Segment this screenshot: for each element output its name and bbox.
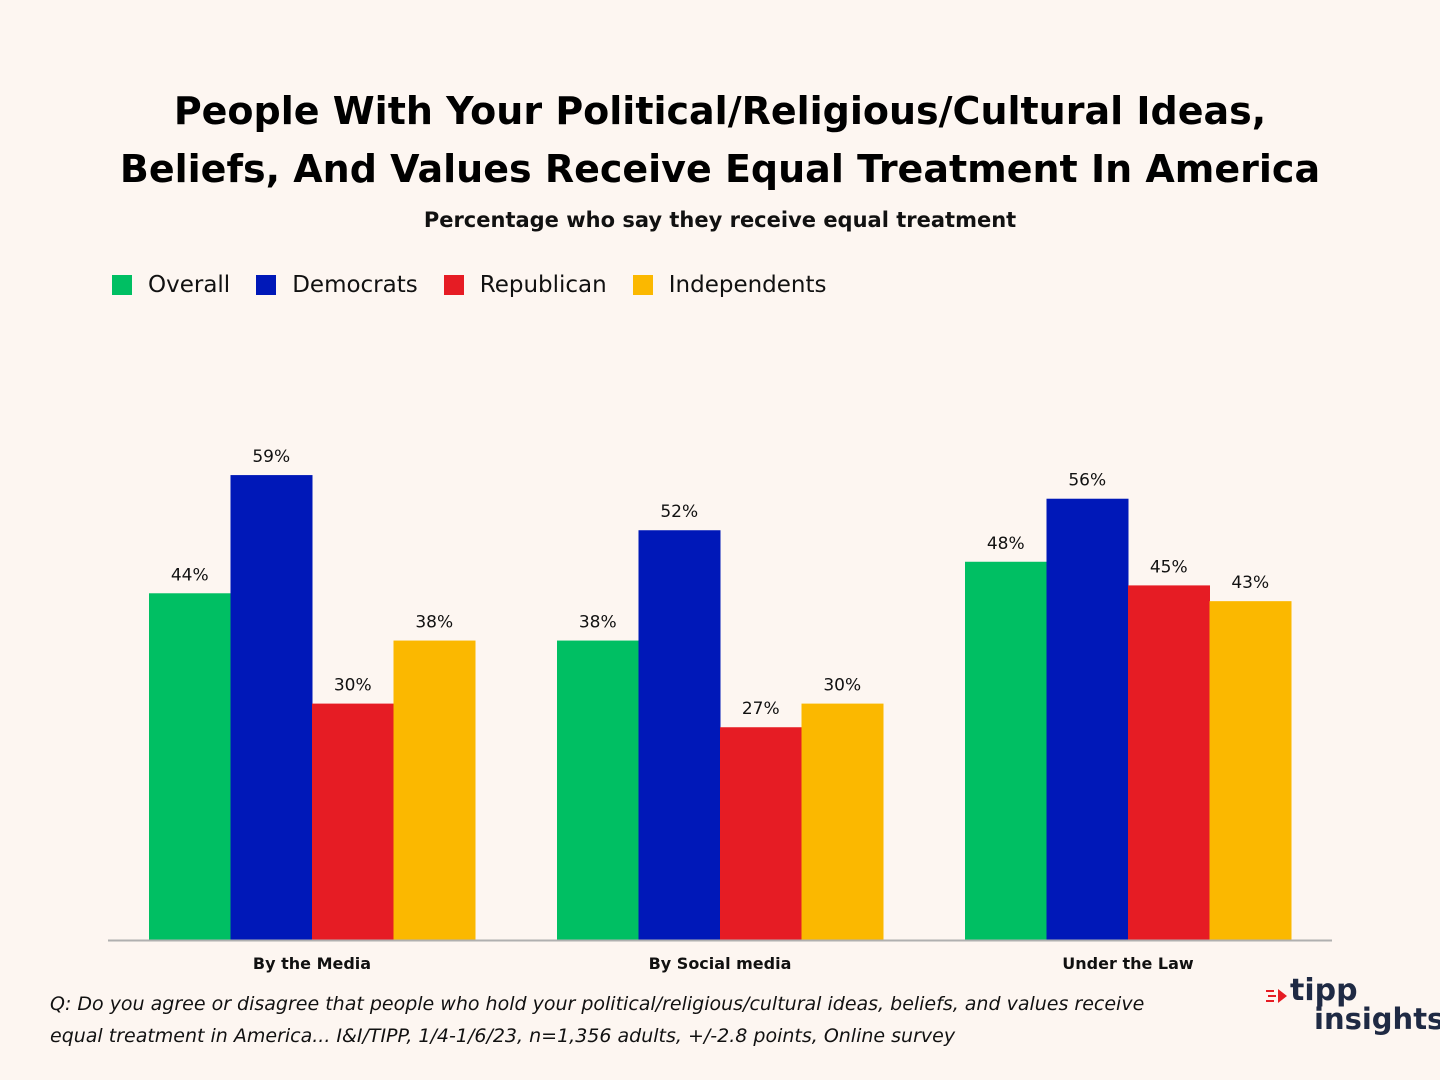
legend-label-overall: Overall [148,272,231,298]
footnote-line-2: equal treatment in America... I&I/TIPP, … [50,1025,956,1047]
data-label-by-the-media-democrats: 59% [252,447,290,467]
data-label-by-social-media-democrats: 52% [660,502,698,522]
category-label-by-the-media: By the Media [253,954,371,973]
logo-text-bottom: insights [1314,1002,1440,1036]
footnote-line-1: Q: Do you agree or disagree that people … [50,993,1145,1015]
bar-under-the-law-overall [965,561,1047,940]
data-label-under-the-law-overall: 48% [987,534,1025,554]
legend-label-independents: Independents [668,272,827,298]
legend-swatch-independents [632,275,653,295]
bar-by-social-media-independents [801,703,884,940]
chart-title-line-1: People With Your Political/Religious/Cul… [173,89,1267,133]
tipp-insights-logo: tipp insights [1266,974,1440,1040]
bar-by-the-media-democrats [230,475,313,940]
legend-swatch-overall [112,275,132,295]
bar-under-the-law-republican [1128,585,1210,940]
legend-item-republican: Republican [443,272,607,298]
legend-item-independents: Independents [632,272,827,298]
data-label-by-social-media-independents: 30% [823,676,861,696]
data-label-under-the-law-independents: 43% [1231,573,1269,593]
category-label-by-social-media: By Social media [649,954,792,973]
chart-title: People With Your Political/Religious/Cul… [0,82,1440,198]
bar-by-the-media-republican [312,703,394,940]
legend-item-overall: Overall [112,272,230,298]
chart-subtitle: Percentage who say they receive equal tr… [423,208,1017,232]
logo-arrow-icon [1266,989,1287,1003]
category-label-under-the-law: Under the Law [1062,954,1194,973]
data-label-under-the-law-republican: 45% [1150,557,1188,577]
legend-swatch-republican [443,275,464,295]
bar-by-social-media-overall [557,640,639,940]
data-label-by-the-media-republican: 30% [334,676,372,696]
logo-text-top: tipp [1290,973,1358,1008]
footnote: Q: Do you agree or disagree that people … [50,988,1200,1052]
data-label-by-social-media-republican: 27% [742,699,780,719]
bar-under-the-law-independents [1209,601,1292,940]
chart-title-line-2: Beliefs, And Values Receive Equal Treatm… [119,147,1321,191]
bar-by-the-media-independents [393,640,476,940]
legend-label-republican: Republican [479,272,607,298]
data-label-by-the-media-independents: 38% [415,613,453,633]
data-label-under-the-law-democrats: 56% [1068,471,1106,491]
data-label-by-the-media-overall: 44% [171,565,209,585]
bar-under-the-law-democrats [1046,498,1129,940]
data-label-by-social-media-overall: 38% [579,613,617,633]
bar-by-the-media-overall [149,593,231,940]
legend-item-democrats: Democrats [256,272,418,298]
legend: Overall Democrats Republican Independent… [112,272,853,298]
legend-swatch-democrats [256,275,277,295]
bar-by-social-media-republican [720,727,802,940]
legend-label-democrats: Democrats [292,272,418,298]
bar-by-social-media-democrats [638,530,721,940]
